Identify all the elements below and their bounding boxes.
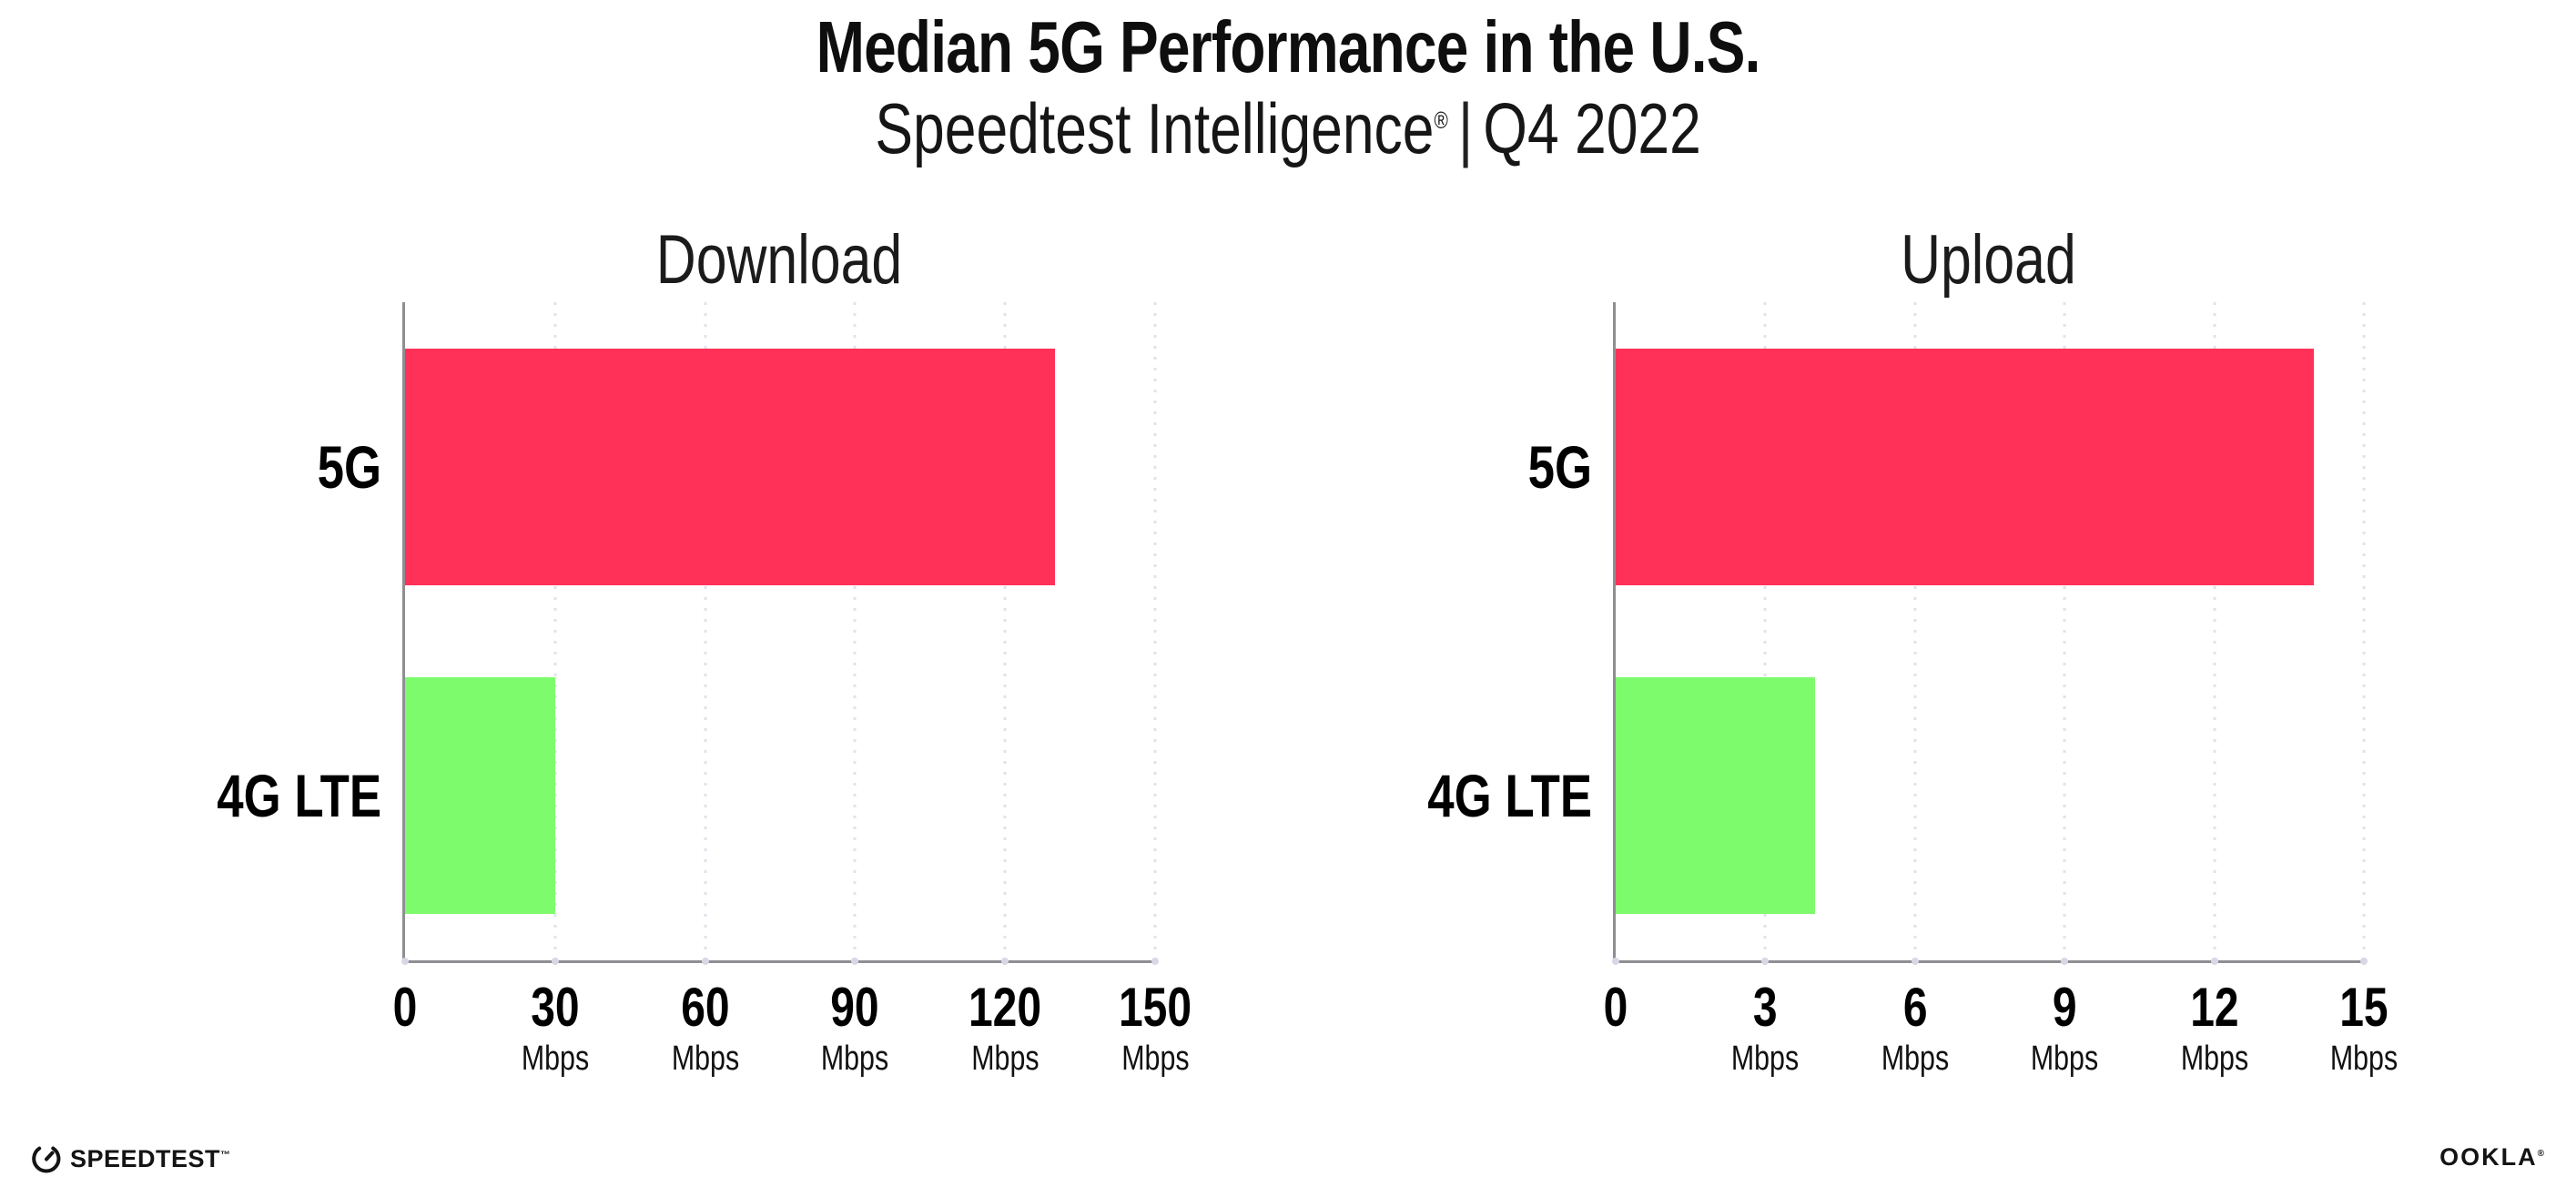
axis-tick-dot (2061, 958, 2069, 965)
subtitle-brand: Speedtest Intelligence (875, 88, 1435, 168)
chart-title-upload: Upload (1901, 221, 2076, 299)
trademark-mark: ™ (220, 1149, 231, 1161)
x-tick-label: 150 Mbps (1118, 977, 1192, 1078)
axis-tick-dot (401, 958, 409, 965)
gridline (1003, 302, 1007, 960)
axis-tick-dot (1151, 958, 1159, 965)
x-tick-label: 6 Mbps (1881, 977, 1949, 1078)
x-tick-label: 0 (1603, 977, 1628, 1038)
registered-mark: ® (1434, 107, 1448, 134)
gauge-icon (32, 1146, 61, 1173)
page-title: Median 5G Performance in the U.S. (0, 5, 2576, 89)
axis-tick-dot (551, 958, 559, 965)
x-tick-label: 15 Mbps (2329, 977, 2399, 1078)
ookla-wordmark: OOKLA (2439, 1143, 2538, 1171)
bar-4g-lte (405, 677, 555, 915)
speedtest-logo: SPEEDTEST™ (30, 1142, 231, 1175)
x-tick-label: 30 Mbps (521, 977, 589, 1078)
subtitle-period: Q4 2022 (1483, 88, 1701, 168)
x-tick-label: 60 Mbps (671, 977, 739, 1078)
chart-title-download: Download (655, 221, 902, 299)
gridline (1153, 302, 1157, 960)
axis-tick-dot (1001, 958, 1009, 965)
category-label-5g: 5G (317, 432, 381, 501)
ookla-registered-mark: ® (2537, 1149, 2544, 1159)
category-label-5g: 5G (1527, 432, 1592, 501)
bar-5g (1616, 348, 2315, 585)
gridline (2213, 302, 2216, 960)
x-tick-label: 3 Mbps (1731, 977, 1800, 1078)
bar-5g (405, 348, 1056, 585)
axis-tick-dot (701, 958, 709, 965)
x-tick-label: 0 (392, 977, 418, 1038)
axis-tick-dot (1612, 958, 1619, 965)
axis-tick-dot (2210, 958, 2218, 965)
download-plot-area: 0 30 Mbps 60 Mbps 90 Mbps 120 Mbps 150 Mbps 5G 4G LT… (217, 302, 1192, 1078)
gridline (553, 302, 557, 960)
page-subtitle: Speedtest Intelligence® | Q4 2022 (0, 87, 2576, 170)
gridline (853, 302, 857, 960)
axis-tick-dot (851, 958, 859, 965)
page-title-text: Median 5G Performance in the U.S. (816, 6, 1761, 87)
x-tick-label: 9 Mbps (2031, 977, 2099, 1078)
bar-4g-lte (1616, 677, 1816, 915)
axis-tick-dot (1761, 958, 1770, 965)
category-label-4g-lte: 4G LTE (217, 762, 381, 830)
subtitle-separator: | (1457, 88, 1474, 168)
page-subtitle-text: Speedtest Intelligence® | Q4 2022 (875, 87, 1700, 170)
gridline (2063, 302, 2066, 960)
gridline (1913, 302, 1917, 960)
ookla-logo: OOKLA® (2439, 1143, 2544, 1172)
axis-tick-dot (2360, 958, 2368, 965)
gridline (704, 302, 707, 960)
category-label-4g-lte: 4G LTE (1427, 762, 1592, 830)
gridline (2362, 302, 2366, 960)
upload-plot-area: 0 3 Mbps 6 Mbps 9 Mbps 12 Mbps 15 Mbps 5G 4G LTE (1427, 302, 2398, 1078)
speedtest-wordmark: SPEEDTEST™ (70, 1144, 231, 1172)
gridline (1763, 302, 1767, 960)
x-tick-label: 12 Mbps (2180, 977, 2248, 1078)
x-tick-label: 90 Mbps (821, 977, 889, 1078)
axis-tick-dot (1911, 958, 1919, 965)
x-tick-label: 120 Mbps (969, 977, 1042, 1078)
